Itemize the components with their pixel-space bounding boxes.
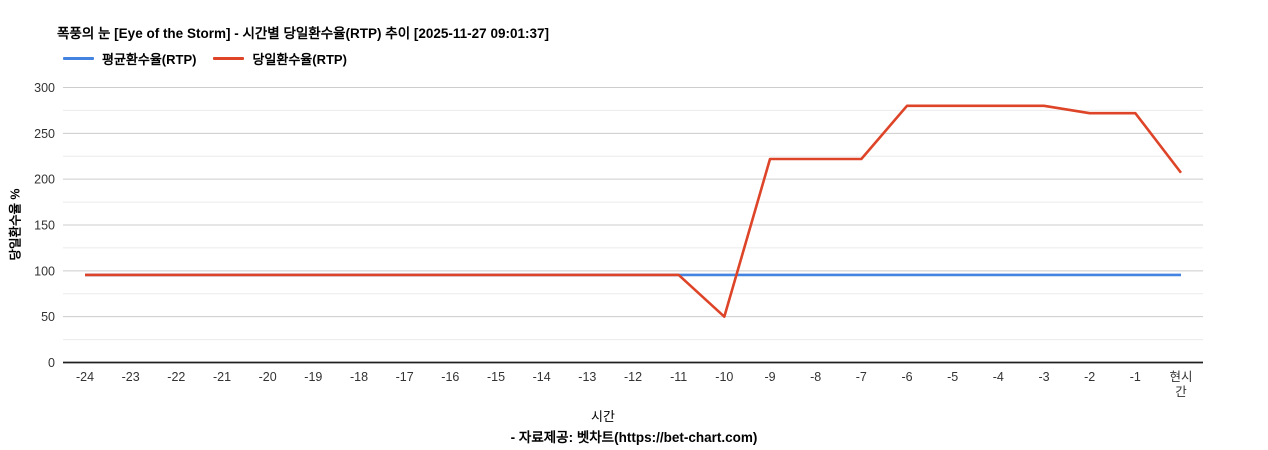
x-tick-label: -14 [533, 370, 551, 384]
average-rtp-line-swatch [63, 57, 94, 60]
x-tick-label: -6 [901, 370, 912, 384]
y-tick-label: 300 [34, 81, 55, 95]
y-tick-label: 150 [34, 219, 55, 233]
x-tick-label: -7 [856, 370, 867, 384]
x-tick-label: -13 [578, 370, 596, 384]
legend-item-daily-rtp[interactable]: 당일환수율(RTP) [213, 49, 347, 68]
x-tick-label: -10 [715, 370, 733, 384]
x-tick-label: -21 [213, 370, 231, 384]
daily-rtp-legend-label: 당일환수율(RTP) [252, 52, 347, 67]
source-credit: - 자료제공: 벳차트(https://bet-chart.com) [510, 430, 758, 445]
x-tick-label: -4 [993, 370, 1004, 384]
x-tick-label: -23 [122, 370, 140, 384]
daily-rtp-line[interactable] [85, 104, 1183, 318]
y-tick-label: 100 [34, 264, 55, 278]
chart-title: 폭풍의 눈 [Eye of the Storm] - 시간별 당일환수율(RTP… [57, 26, 549, 41]
x-axis-title: 시간 [591, 409, 615, 424]
x-tick-label: -2 [1084, 370, 1095, 384]
average-rtp-legend-label: 평균환수율(RTP) [102, 52, 197, 67]
x-tick-label: -12 [624, 370, 642, 384]
x-tick-label: 간 [1175, 385, 1187, 399]
legend-item-average-rtp[interactable]: 평균환수율(RTP) [63, 49, 196, 68]
x-tick-label: -3 [1038, 370, 1049, 384]
daily-rtp-line-swatch [213, 57, 245, 60]
x-tick-label: -5 [947, 370, 958, 384]
x-tick-label: -8 [810, 370, 821, 384]
y-tick-label: 0 [48, 356, 55, 370]
x-tick-label: -15 [487, 370, 505, 384]
legend: 평균환수율(RTP) 당일환수율(RTP) [63, 49, 347, 68]
x-tick-label: -24 [76, 370, 94, 384]
x-tick-label: 현시 [1169, 370, 1192, 384]
x-tick-label: -9 [764, 370, 775, 384]
x-tick-label: -20 [259, 370, 277, 384]
y-tick-label: 200 [34, 173, 55, 187]
x-tick-label: -16 [441, 370, 459, 384]
y-axis-title: 당일환수율 % [8, 188, 23, 261]
y-tick-label: 50 [41, 310, 55, 324]
y-tick-label: 250 [34, 127, 55, 141]
x-tick-label: -11 [670, 370, 687, 384]
x-tick-label: -17 [396, 370, 414, 384]
y-axis-title-wrap: 당일환수율 % [0, 87, 28, 362]
x-tick-label: -1 [1130, 370, 1141, 384]
x-tick-label: -22 [167, 370, 185, 384]
x-tick-label: -18 [350, 370, 368, 384]
x-tick-label: -19 [304, 370, 322, 384]
